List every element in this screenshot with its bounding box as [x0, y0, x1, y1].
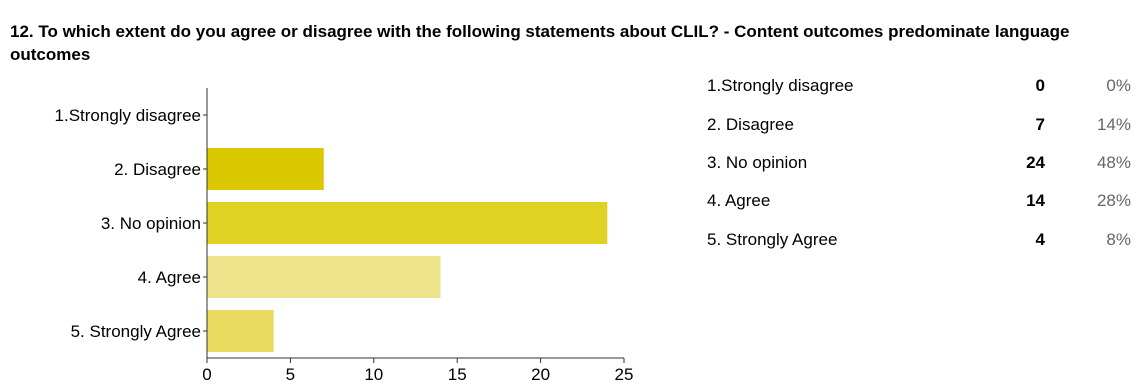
summary-percent: 48% — [1096, 152, 1131, 172]
summary-row: 1.Strongly disagree 0 0% — [707, 67, 1131, 105]
summary-row: 4. Agree 14 28% — [707, 182, 1131, 220]
summary-label: 1.Strongly disagree — [707, 76, 854, 96]
summary-label: 5. Strongly Agree — [707, 229, 838, 249]
summary-percent: 14% — [1096, 114, 1131, 134]
y-tick-label: 2. Disagree — [114, 160, 201, 179]
x-tick-label: 25 — [615, 365, 634, 384]
summary-table: 1.Strongly disagree 0 0% 2. Disagree 7 14% 3. … — [707, 67, 1131, 259]
summary-count: 24 — [1026, 152, 1045, 172]
response-bar-chart: 1.Strongly disagree 2. Disagree 3. No opin… — [55, 88, 634, 384]
bar — [207, 202, 608, 244]
question-title: 12. To which extent do you agree or disa… — [10, 22, 1070, 64]
summary-count: 14 — [1026, 191, 1045, 211]
x-tick-label: 5 — [286, 365, 295, 384]
x-tick-label: 10 — [364, 365, 383, 384]
summary-count: 0 — [1035, 76, 1045, 96]
summary-row: 2. Disagree 7 14% — [707, 105, 1131, 143]
summary-count: 7 — [1035, 114, 1045, 134]
summary-row: 3. No opinion 24 48% — [707, 144, 1131, 182]
summary-percent: 8% — [1106, 229, 1131, 249]
summary-label: 3. No opinion — [707, 152, 808, 172]
y-tick-label: 5. Strongly Agree — [71, 322, 201, 341]
y-tick-label: 1.Strongly disagree — [55, 106, 201, 125]
y-tick-label: 3. No opinion — [101, 214, 201, 233]
bar — [207, 148, 324, 190]
summary-percent: 0% — [1106, 76, 1131, 96]
bar — [207, 256, 441, 298]
x-tick-label: 15 — [448, 365, 467, 384]
x-tick-label: 20 — [531, 365, 550, 384]
summary-label: 2. Disagree — [707, 114, 794, 134]
bar — [207, 310, 274, 352]
summary-count: 4 — [1035, 229, 1045, 249]
summary-percent: 28% — [1096, 191, 1131, 211]
x-tick-label: 0 — [202, 365, 211, 384]
summary-row: 5. Strongly Agree 4 8% — [707, 221, 1131, 259]
y-tick-label: 4. Agree — [138, 268, 201, 287]
summary-label: 4. Agree — [707, 191, 771, 211]
